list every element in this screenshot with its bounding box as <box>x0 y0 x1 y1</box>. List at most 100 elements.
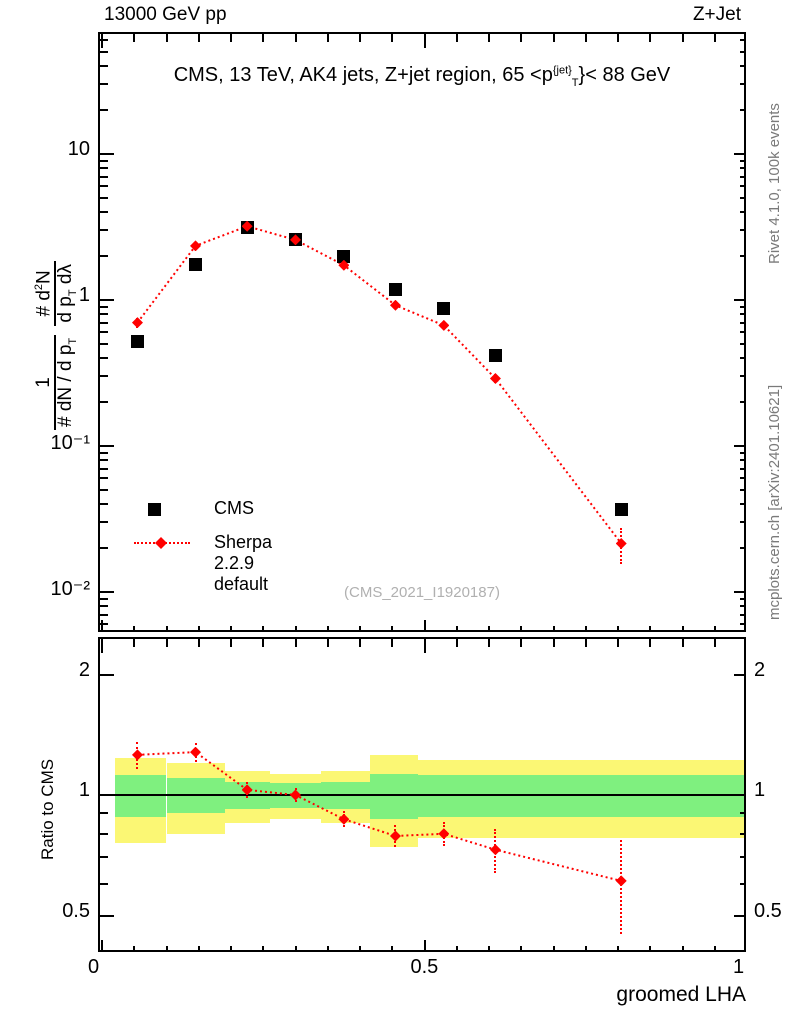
main-y-tick <box>740 503 744 506</box>
main-y-tick-label: 10⁻² <box>50 578 90 600</box>
data-point-cms <box>614 502 628 516</box>
main-y-tick <box>740 211 744 214</box>
main-y-tick <box>100 451 108 454</box>
ratio-y-tick <box>740 832 744 835</box>
ratio-x-tick <box>165 639 168 647</box>
main-x-tick <box>230 34 232 42</box>
title-sub: T <box>571 77 579 89</box>
ratio-x-tick <box>230 639 232 647</box>
main-y-tick <box>734 445 744 447</box>
main-y-tick <box>100 109 108 112</box>
data-point-sherpa <box>489 372 501 384</box>
ratio-x-tick <box>133 639 136 647</box>
ratio-x-tick <box>681 946 684 950</box>
main-x-tick <box>133 626 136 630</box>
process-label: Z+Jet <box>692 4 741 25</box>
ratio-x-tick <box>197 639 200 647</box>
main-y-tick <box>740 185 744 188</box>
main-y-tick <box>740 547 744 550</box>
ratio-x-tick <box>391 946 394 950</box>
main-series-connector <box>136 225 623 545</box>
ylabel-num-2-sub: T <box>66 337 79 345</box>
ratio-x-tick <box>326 639 329 647</box>
main-x-tick <box>326 34 329 42</box>
main-y-tick <box>100 521 108 524</box>
main-x-tick <box>552 34 555 42</box>
legend-label-cms: CMS <box>214 498 254 518</box>
main-y-tick <box>100 331 108 334</box>
main-y-tick <box>100 488 108 491</box>
data-point-sherpa <box>389 299 401 311</box>
main-y-tick <box>740 159 744 162</box>
ratio-y-tick <box>740 856 744 858</box>
data-point-ratio <box>615 875 627 887</box>
inner-uncertainty-band <box>114 775 167 818</box>
main-x-tick <box>520 626 523 630</box>
main-y-tick <box>100 597 108 600</box>
main-y-tick <box>740 167 744 170</box>
main-x-tick <box>359 34 361 42</box>
main-x-tick <box>552 626 555 630</box>
error-bar-ratio <box>620 840 623 934</box>
ratio-y-tick-label: 0.5 <box>62 899 90 922</box>
ratio-x-tick <box>713 639 716 647</box>
main-x-tick <box>681 34 684 42</box>
diamond-marker-icon <box>155 537 167 549</box>
main-y-tick <box>740 488 744 491</box>
ratio-x-tick <box>649 639 652 647</box>
main-x-tick <box>359 626 361 630</box>
ratio-y-tick <box>740 882 744 885</box>
main-y-tick <box>100 83 108 86</box>
main-y-tick <box>740 255 744 258</box>
ratio-x-tick <box>359 946 361 950</box>
ratio-x-tick <box>197 946 200 950</box>
main-y-tick <box>740 175 744 178</box>
ratio-y-tick <box>100 832 108 835</box>
data-point-ratio <box>438 828 450 840</box>
main-x-tick <box>391 34 394 42</box>
main-x-tick <box>713 34 716 42</box>
ratio-x-tick <box>294 639 297 647</box>
main-y-tick <box>740 375 744 378</box>
main-x-tick <box>165 34 168 42</box>
main-x-tick <box>584 626 587 630</box>
main-y-tick <box>100 605 108 608</box>
main-y-tick-label: 10⁻¹ <box>50 432 90 454</box>
data-point-sherpa <box>438 319 450 331</box>
main-x-tick <box>391 626 394 630</box>
ratio-x-tick <box>552 639 555 647</box>
ratio-plot-panel <box>98 637 746 952</box>
main-x-tick <box>617 626 619 630</box>
x-tick-label: 1 <box>733 956 745 978</box>
ratio-y-tick <box>740 812 744 815</box>
ratio-y-tick <box>734 673 744 676</box>
ratio-x-tick <box>455 639 458 647</box>
ratio-x-tick <box>455 946 458 950</box>
ratio-y-tick <box>100 882 108 885</box>
main-y-tick <box>100 357 108 360</box>
main-y-tick <box>740 357 744 360</box>
main-x-tick <box>133 34 136 42</box>
inner-uncertainty-band <box>369 773 419 820</box>
main-y-tick <box>740 83 744 86</box>
main-y-tick <box>740 65 744 68</box>
data-point-cms <box>437 302 451 316</box>
ratio-x-tick <box>101 940 103 950</box>
main-y-tick <box>100 65 108 68</box>
main-y-tick <box>740 605 744 608</box>
main-x-tick <box>455 626 458 630</box>
ratio-x-tick <box>520 946 523 950</box>
data-point-cms <box>189 258 203 272</box>
main-y-tick <box>100 167 108 170</box>
x-axis-label: groomed LHA <box>616 983 746 1006</box>
title-text: CMS, 13 TeV, AK4 jets, Z+jet region, 65 … <box>173 64 553 86</box>
x-tick-label: 0.5 <box>410 956 439 978</box>
main-x-tick <box>520 34 523 42</box>
main-x-tick <box>423 620 426 630</box>
ratio-x-tick <box>617 946 619 950</box>
main-x-tick <box>649 626 652 630</box>
main-y-tick <box>740 521 744 524</box>
main-x-tick <box>681 626 684 630</box>
ratio-y-axis-label: Ratio to CMS <box>38 758 57 860</box>
main-y-tick <box>100 255 108 258</box>
